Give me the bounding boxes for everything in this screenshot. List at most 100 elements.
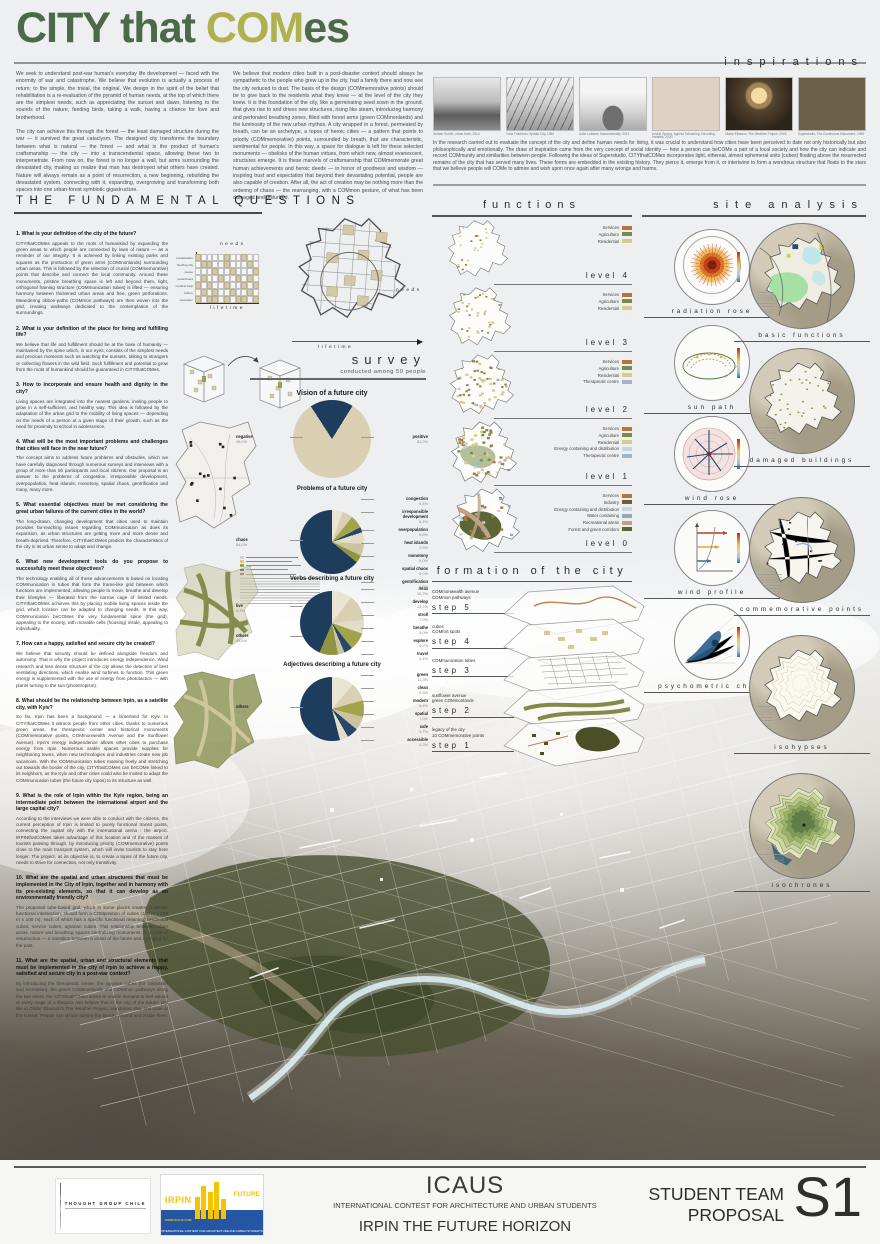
grid-cell: [241, 254, 248, 261]
grid-cell: [218, 254, 224, 261]
grid-cell: [235, 282, 242, 289]
legend-row: Agriculture: [528, 299, 632, 304]
pie-labels-right: green 11,3% clean 9,3% modern 8,4% spatial 7,0%…: [361, 670, 428, 748]
question-heading: 6. What new development tools do you pro…: [16, 559, 168, 572]
grid-cell: [247, 296, 253, 303]
pie-slice-label: negative 18,0%: [236, 434, 303, 444]
grid-cell: [247, 268, 253, 275]
legend-color-chip: [622, 520, 632, 525]
formation-rule: [432, 581, 632, 583]
grid-cell: [252, 268, 259, 275]
figure-isohypses: isohypses: [734, 635, 870, 754]
formation-heading: formation of the city: [436, 565, 628, 577]
legend-row: Services: [528, 426, 632, 431]
grid-cell: [223, 282, 230, 289]
pie-slice-label: heat islands 2,6%: [361, 540, 428, 550]
irpin-logo-strip-text: INTERNATIONAL CONTEST FOR ARCHITECTURE A…: [161, 1229, 263, 1233]
legend-color-chip: [622, 426, 632, 431]
intro-paragraph: We believe that modern cities built in a…: [233, 71, 423, 201]
functions-level-1: Services Agriculture Residential Energy con…: [432, 421, 632, 488]
tgc-logo-icon: [60, 1183, 61, 1229]
survey-subheading: conducted among 50 people: [340, 369, 426, 375]
figure-damaged-buildings: damaged buildings: [734, 348, 870, 467]
pie-slice-label: explore 4,2%: [361, 638, 428, 648]
legend-color-chip: [622, 513, 632, 518]
pie-chart-title: Vision of a future city: [296, 390, 368, 397]
grid-cell: [241, 268, 248, 275]
map-key-placeholder: [758, 854, 784, 864]
grid-cell: [218, 261, 224, 268]
question-answer: The long-drawn, changing development tha…: [16, 518, 168, 549]
pie-slice-label: live 9,4%: [236, 603, 303, 613]
inspiration-thumb: Serkan Sorelli, Urban lines, 2014: [433, 77, 501, 140]
inspiration-image: [506, 77, 574, 131]
inspiration-thumb: Adler Lubecki, Monumentality, 2013: [579, 77, 647, 140]
pie-chart-adjectives: Adjectives describing a future city othe…: [236, 662, 428, 748]
figure-wind-profile: wind profile: [644, 510, 780, 599]
legend-row: Agriculture: [528, 232, 632, 237]
grid-cell: [223, 275, 230, 282]
wind-rose-graphic: [674, 416, 750, 492]
question-heading: 1. What is your definition of the city o…: [16, 231, 137, 237]
pie-graphic: [300, 591, 364, 655]
grid-cell: [195, 282, 201, 289]
grid-cell: [212, 261, 219, 268]
pie-labels-left: others 54,0%: [236, 679, 303, 739]
intro-column-1: We seek to understand post-war human's e…: [16, 71, 219, 202]
grid-cell: [200, 289, 207, 296]
legend-row: Services: [528, 292, 632, 297]
grid-cell: [206, 268, 213, 275]
figure-sun-path: sun path: [644, 325, 780, 414]
level-label: level 3: [585, 338, 630, 347]
pie-chart-verbs: Verbs describing a future city live 9,4% o…: [236, 576, 428, 662]
irpin-logo-subname: FUTURE HORIZON: [230, 1190, 260, 1205]
figure-label: psychometric chart: [658, 683, 766, 690]
sun-path-graphic: [674, 325, 750, 401]
legend-color-chip: [622, 359, 632, 364]
team-proposal-label: STUDENT TEAM PROPOSAL: [648, 1184, 784, 1225]
tgc-tagline-placeholder: [64, 1208, 146, 1211]
map-key-placeholder: [758, 706, 772, 730]
questions-column: 1. What is your definition of the city o…: [16, 222, 168, 1017]
pie-slice-label: spatial 7,0%: [361, 711, 428, 721]
transit-points-map: [175, 421, 257, 529]
grid-cell: [229, 275, 236, 282]
legend-row: Residential: [528, 440, 632, 445]
legend-row: Agriculture: [528, 433, 632, 438]
figure-basic-functions: basic functions: [734, 223, 870, 342]
pie-graphic: [300, 510, 364, 574]
inspiration-caption: Olafur Eliasson, The Weather Project, 20…: [725, 131, 787, 136]
grid-cell: [200, 282, 207, 289]
grid-cell: [212, 289, 219, 296]
grid-row-label: hustling city: [176, 262, 193, 267]
grid-cell: [229, 296, 236, 303]
pie-slice-label: monotony 6,0%: [361, 553, 428, 563]
needs-lifetime-grid-chart: needs socialisation hustling city peace par…: [176, 242, 259, 311]
figure-label: wind profile: [677, 589, 747, 596]
question-answer: According to the interviews we were able…: [16, 815, 168, 866]
fundamental-questions-rule: [14, 212, 262, 214]
pie-slice-label: others 43,6%: [236, 633, 303, 643]
survey-heading-block: survey conducted among 50 people: [250, 352, 426, 380]
pie-slice-label: chaos 64,0%: [236, 537, 303, 547]
grid-cell: [218, 268, 224, 275]
contest-title-block: ICAUS INTERNATIONAL CONTEST FOR ARCHITEC…: [300, 1172, 630, 1235]
level-rule: [494, 552, 632, 553]
map-key-placeholder: [758, 574, 782, 594]
legend-color-chip: [622, 299, 632, 304]
question-block-5: 5. What essential objectives must be met…: [16, 502, 168, 550]
pie-labels-right: positive 82,0%: [361, 409, 428, 469]
level-rule: [494, 284, 632, 285]
grid-cell: [206, 275, 213, 282]
title-part-1: CITY that: [16, 4, 206, 52]
level-legend: Services Agriculture Residential: [528, 225, 632, 245]
legend-row: Agriculture: [528, 366, 632, 371]
pie-slice-label: stroll 7,0%: [361, 612, 428, 622]
question-block-2: 2. What is your definition of the place …: [16, 326, 168, 374]
page-title: CITY that COMes: [16, 4, 350, 53]
grid-cell: [212, 282, 219, 289]
level-legend: Services Agriculture Residential: [528, 292, 632, 312]
pie-labels-left: chaos 64,0%: [236, 512, 303, 572]
header-divider: [14, 62, 866, 64]
